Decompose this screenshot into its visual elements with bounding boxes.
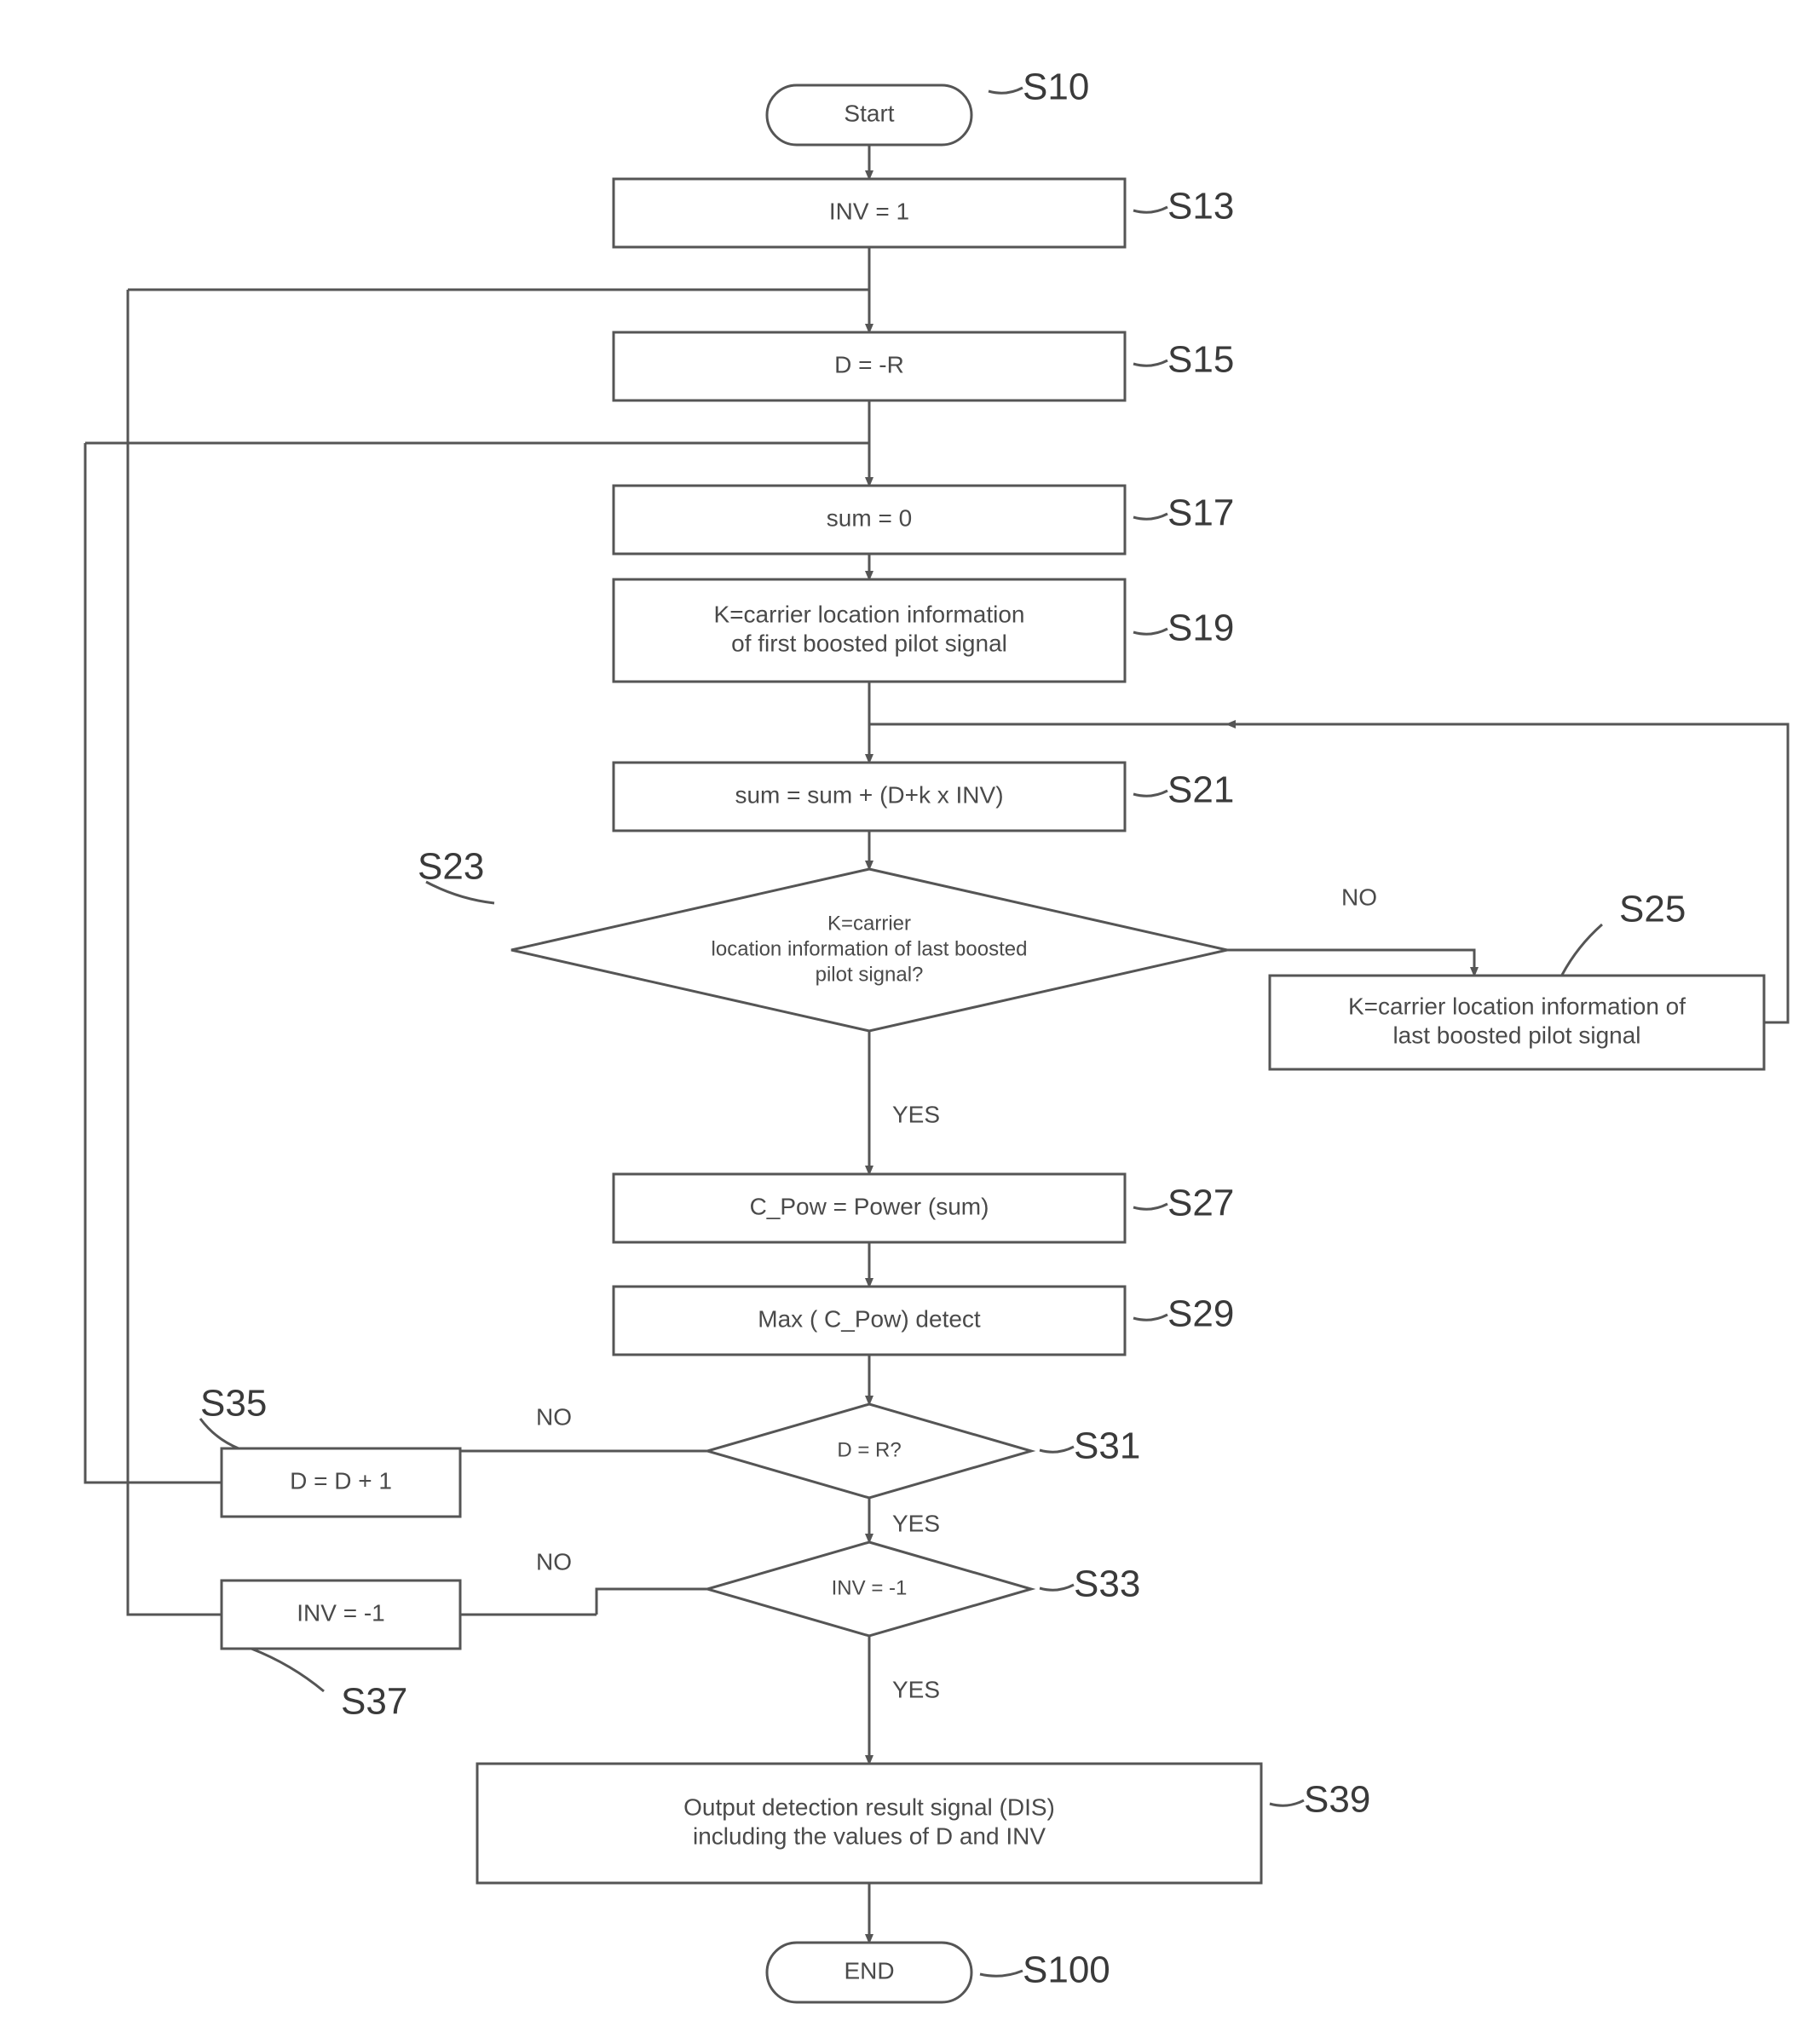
- step-label-s33: S33: [1074, 1563, 1140, 1605]
- node-s100: END: [767, 1943, 971, 2002]
- edge-4: [85, 443, 869, 486]
- node-text: K=carrier location information: [714, 601, 1025, 627]
- node-s35: D = D + 1: [222, 1448, 460, 1517]
- edge-17: [85, 443, 222, 1483]
- step-label-s37: S37: [341, 1681, 407, 1723]
- node-text: K=carrier: [827, 912, 911, 935]
- edge-39: [251, 1649, 324, 1691]
- node-s19: K=carrier location information of first b…: [614, 579, 1125, 682]
- edge-label: NO: [1341, 884, 1377, 910]
- step-label-s21: S21: [1167, 769, 1234, 811]
- edge-35: [980, 1971, 1023, 1976]
- edge-28: [1133, 629, 1167, 634]
- edge-24: [989, 88, 1023, 93]
- edge-label: NO: [536, 1548, 572, 1575]
- edge-31: [1040, 1585, 1074, 1590]
- edge-label: YES: [892, 1101, 940, 1127]
- node-text: D = R?: [837, 1438, 901, 1461]
- edge-19: [597, 1589, 707, 1615]
- node-s29: Max ( C_Pow) detect: [614, 1287, 1125, 1355]
- edge-34: [1270, 1800, 1304, 1805]
- node-text: C_Pow = Power (sum): [750, 1193, 989, 1219]
- edge-10: [1227, 950, 1474, 976]
- node-s37: INV = -1: [222, 1581, 460, 1649]
- step-label-s15: S15: [1167, 339, 1234, 381]
- node-text: K=carrier location information of: [1348, 993, 1686, 1019]
- node-text: INV = -1: [832, 1576, 908, 1599]
- node-text: Output detection result signal (DIS): [683, 1794, 1055, 1820]
- node-s21: sum = sum + (D+k x INV): [614, 763, 1125, 831]
- step-label-s19: S19: [1167, 607, 1234, 649]
- edge-label: NO: [536, 1403, 572, 1430]
- node-s25: K=carrier location information of last bo…: [1270, 976, 1764, 1069]
- nodes-group: Start INV = 1 D = -R sum = 0 K=carrier locat…: [222, 85, 1764, 2002]
- edge-27: [1133, 514, 1167, 519]
- edge-2: [128, 290, 869, 332]
- edge-29: [1133, 791, 1167, 796]
- node-s15: D = -R: [614, 332, 1125, 400]
- edge-15: [456, 1451, 707, 1483]
- node-text: sum = sum + (D+k x INV): [735, 781, 1003, 808]
- node-text: D = D + 1: [290, 1467, 392, 1494]
- node-s31: D = R?: [707, 1404, 1031, 1498]
- edge-32: [1133, 1204, 1167, 1209]
- edge-label: YES: [892, 1510, 940, 1536]
- edge-37: [1559, 924, 1602, 980]
- edge-25: [1133, 207, 1167, 212]
- node-text: last boosted pilot signal: [1392, 1022, 1640, 1048]
- edge-26: [1133, 360, 1167, 366]
- step-label-s31: S31: [1074, 1425, 1140, 1467]
- node-text: END: [844, 1957, 894, 1984]
- node-s10: Start: [767, 85, 971, 145]
- node-text: including the values of D and INV: [693, 1822, 1046, 1849]
- flowchart-diagram: Start INV = 1 D = -R sum = 0 K=carrier locat…: [0, 0, 1816, 2044]
- node-text: Max ( C_Pow) detect: [758, 1305, 981, 1332]
- step-label-s23: S23: [418, 846, 484, 888]
- step-label-s25: S25: [1619, 889, 1686, 930]
- step-label-s13: S13: [1167, 186, 1234, 227]
- step-label-s35: S35: [200, 1383, 267, 1425]
- step-label-s39: S39: [1304, 1779, 1370, 1821]
- step-label-s29: S29: [1167, 1293, 1234, 1335]
- node-text: location information of last boosted: [712, 937, 1028, 960]
- node-s27: C_Pow = Power (sum): [614, 1174, 1125, 1242]
- node-s39: Output detection result signal (DIS)incl…: [477, 1764, 1261, 1883]
- node-text: INV = 1: [829, 198, 909, 224]
- node-s13: INV = 1: [614, 179, 1125, 247]
- edge-label: YES: [892, 1676, 940, 1702]
- step-label-s27: S27: [1167, 1183, 1234, 1224]
- node-text: D = -R: [834, 351, 904, 377]
- step-label-s10: S10: [1023, 66, 1089, 108]
- node-text: INV = -1: [297, 1599, 384, 1626]
- step-label-s17: S17: [1167, 492, 1234, 534]
- edge-30: [1040, 1447, 1074, 1452]
- node-text: Start: [844, 100, 894, 126]
- node-text: of first boosted pilot signal: [731, 630, 1007, 656]
- node-text: sum = 0: [827, 504, 912, 531]
- step-label-s100: S100: [1023, 1949, 1110, 1991]
- node-s33: INV = -1: [707, 1542, 1031, 1636]
- node-text: pilot signal?: [816, 963, 924, 986]
- node-s17: sum = 0: [614, 486, 1125, 554]
- node-s23: K=carrierlocation information of last bo…: [511, 869, 1227, 1031]
- edge-33: [1133, 1315, 1167, 1320]
